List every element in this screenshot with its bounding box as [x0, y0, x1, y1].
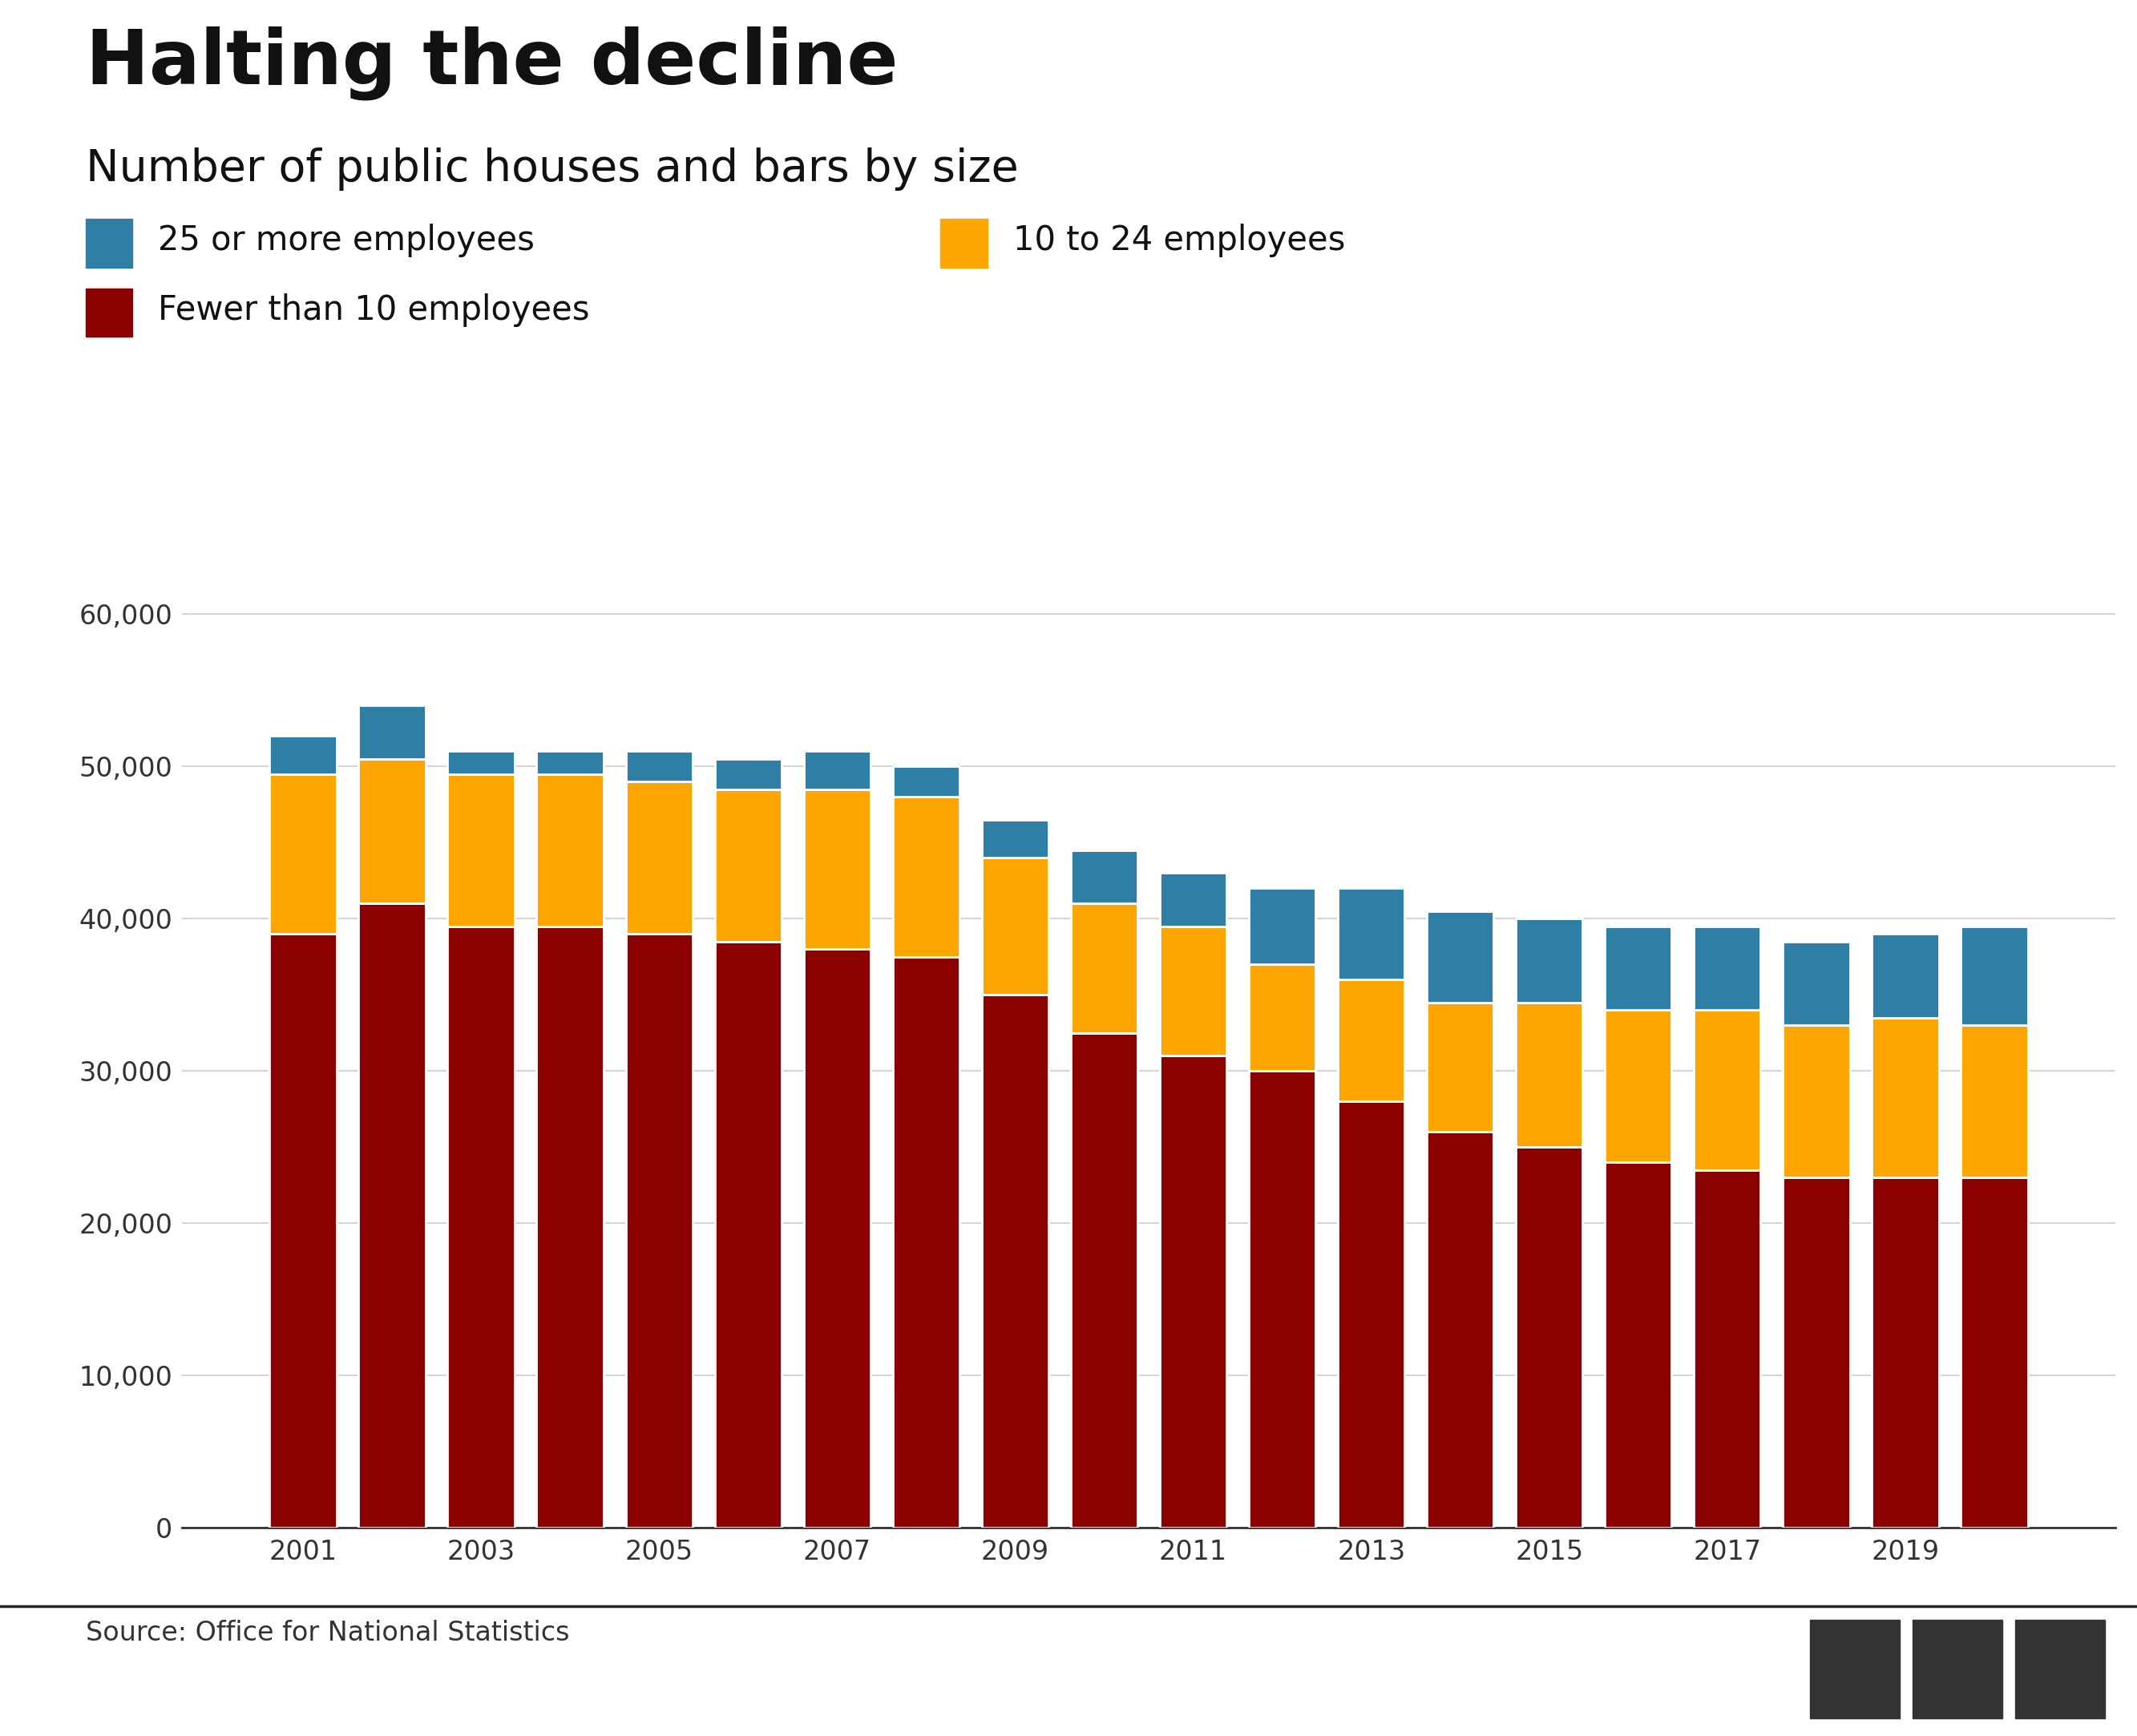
Bar	[359, 759, 425, 903]
Bar	[1872, 934, 1938, 1017]
Bar	[1782, 941, 1851, 1026]
Bar	[893, 797, 960, 957]
Bar	[1428, 1132, 1494, 1528]
Bar	[1248, 889, 1316, 965]
Text: Number of public houses and bars by size: Number of public houses and bars by size	[85, 148, 1019, 191]
Bar	[1338, 979, 1404, 1101]
Bar	[626, 752, 692, 781]
Bar	[1515, 1002, 1584, 1147]
Text: 25 or more employees: 25 or more employees	[158, 224, 534, 257]
Bar	[447, 752, 515, 774]
Bar	[1515, 918, 1584, 1002]
Bar	[1695, 1170, 1761, 1528]
Bar	[1428, 1002, 1494, 1132]
Bar	[893, 767, 960, 797]
Bar	[804, 752, 870, 790]
Text: 10 to 24 employees: 10 to 24 employees	[1013, 224, 1344, 257]
Bar	[714, 790, 782, 941]
Bar	[1605, 1010, 1671, 1163]
Bar	[269, 736, 336, 774]
Bar	[536, 927, 603, 1528]
Bar	[1782, 1026, 1851, 1177]
Bar	[1160, 927, 1227, 1055]
Bar	[269, 934, 336, 1528]
Bar	[1338, 1101, 1404, 1528]
Bar	[714, 941, 782, 1528]
Bar	[981, 995, 1049, 1528]
Bar	[1160, 873, 1227, 927]
Bar	[893, 957, 960, 1528]
Bar	[1071, 1033, 1137, 1528]
Bar	[1248, 965, 1316, 1071]
Bar	[1782, 1177, 1851, 1528]
Bar	[626, 934, 692, 1528]
Bar	[1872, 1017, 1938, 1177]
Bar	[981, 819, 1049, 858]
Bar	[1338, 889, 1404, 979]
Bar	[1071, 851, 1137, 903]
Text: B: B	[1842, 1654, 1868, 1684]
Text: C: C	[2049, 1654, 2071, 1684]
Bar	[1160, 1055, 1227, 1528]
Bar	[447, 927, 515, 1528]
Bar	[1248, 1071, 1316, 1528]
Bar	[447, 774, 515, 927]
Bar	[804, 950, 870, 1528]
Bar	[1605, 927, 1671, 1010]
Text: Fewer than 10 employees: Fewer than 10 employees	[158, 293, 590, 326]
Bar	[359, 705, 425, 759]
Text: B: B	[1945, 1654, 1970, 1684]
Bar	[1695, 927, 1761, 1010]
Bar	[626, 781, 692, 934]
Bar	[536, 752, 603, 774]
Bar	[714, 759, 782, 790]
Bar	[1962, 927, 2028, 1026]
Bar	[1515, 1147, 1584, 1528]
Text: Halting the decline: Halting the decline	[85, 26, 898, 101]
Bar	[1428, 911, 1494, 1002]
Bar	[359, 903, 425, 1528]
Bar	[1962, 1026, 2028, 1177]
Bar	[804, 790, 870, 950]
Bar	[536, 774, 603, 927]
Bar	[269, 774, 336, 934]
Bar	[1962, 1177, 2028, 1528]
Bar	[1071, 903, 1137, 1033]
Bar	[1872, 1177, 1938, 1528]
Bar	[1695, 1010, 1761, 1170]
Text: Source: Office for National Statistics: Source: Office for National Statistics	[85, 1620, 568, 1646]
Bar	[981, 858, 1049, 995]
Bar	[1605, 1163, 1671, 1528]
